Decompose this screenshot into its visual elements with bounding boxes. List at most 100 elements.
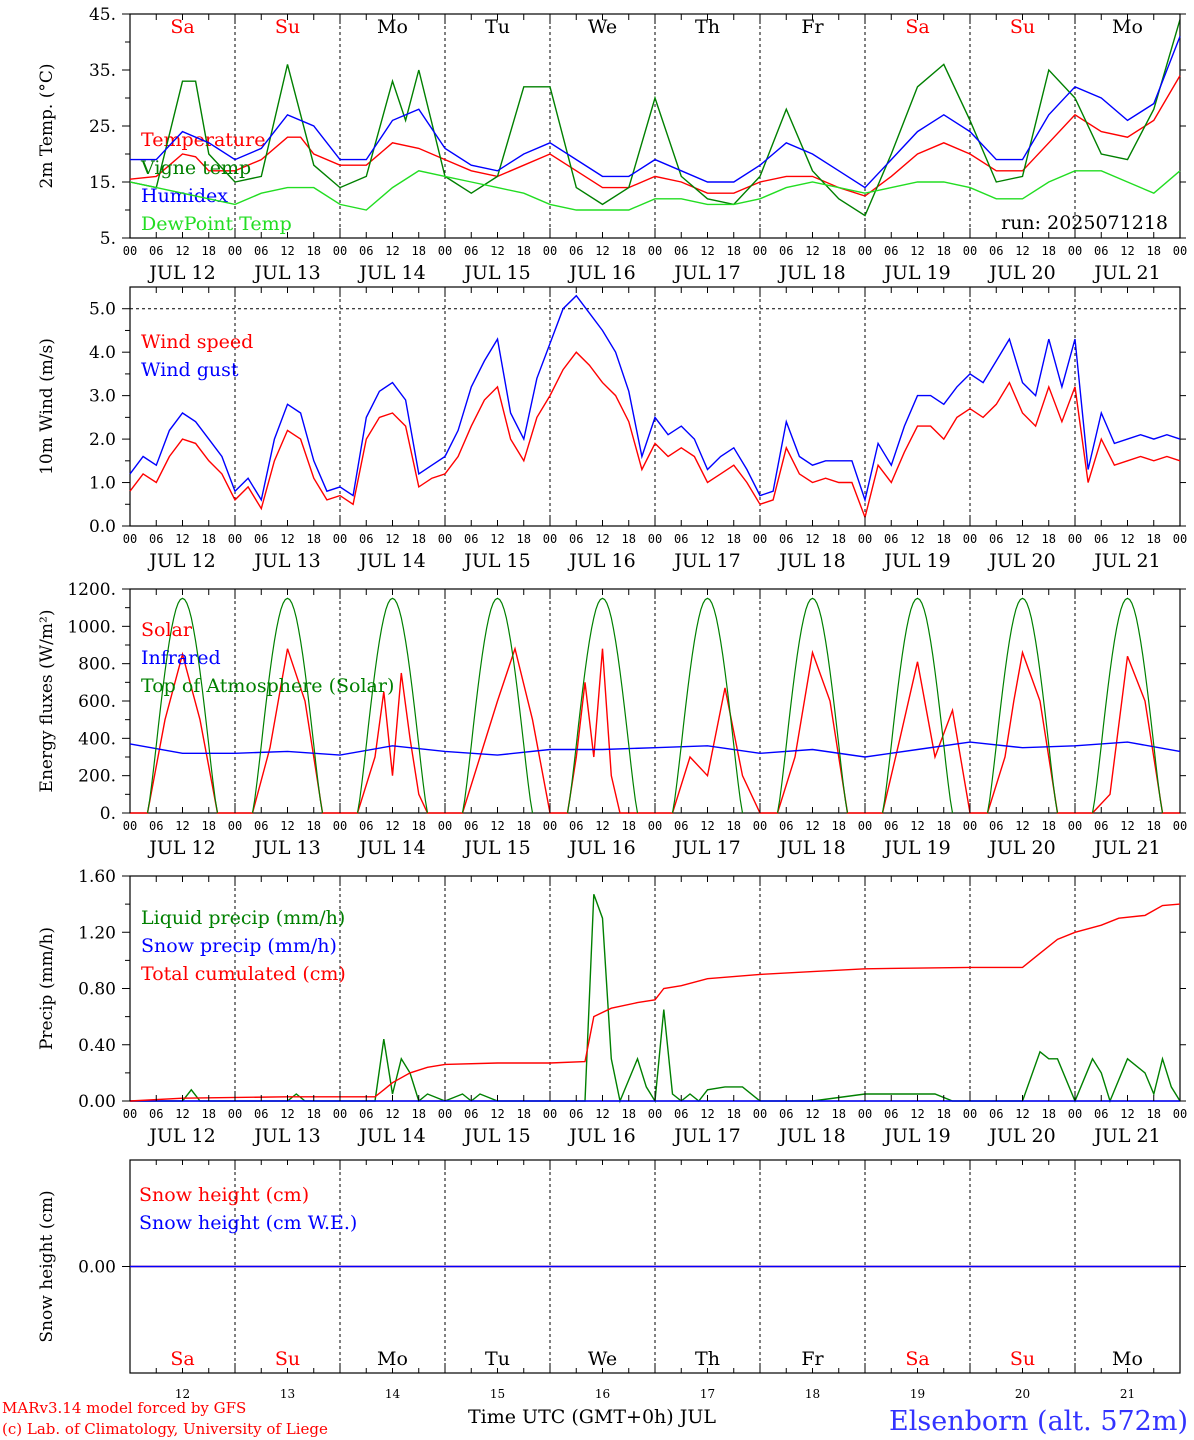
precip-y-tick-label: 0.80 <box>78 980 116 1000</box>
precip-hour-label: 00 <box>753 1107 767 1121</box>
wind-hour-label: 12 <box>910 532 924 546</box>
wind-series-blue <box>129 294 1181 503</box>
temp-y-tick-label: 5. <box>100 229 116 249</box>
precip-hour-label: 18 <box>517 1107 531 1121</box>
temp-hour-label: 18 <box>1042 244 1056 258</box>
wind-hour-label: 00 <box>123 532 137 546</box>
precip-hour-label: 06 <box>884 1107 898 1121</box>
precip-hour-label: 18 <box>727 1107 741 1121</box>
day-number-label: 20 <box>1015 1387 1030 1401</box>
energy-hour-label: 06 <box>779 819 793 833</box>
precip-hour-label: 18 <box>1042 1107 1056 1121</box>
wind-date-label: JUL 18 <box>777 550 845 572</box>
temp-date-label: JUL 21 <box>1092 262 1160 284</box>
weekday-label-bottom: Su <box>1010 1348 1035 1370</box>
wind-hour-label: 06 <box>989 532 1003 546</box>
energy-hour-label: 00 <box>123 819 137 833</box>
energy-hour-label: 06 <box>674 819 688 833</box>
wind-date-label: JUL 15 <box>462 550 530 572</box>
energy-hour-label: 18 <box>727 819 741 833</box>
snow-y-tick-label: 0.00 <box>78 1258 116 1278</box>
precip-hour-label: 18 <box>202 1107 216 1121</box>
temp-date-label: JUL 18 <box>777 262 845 284</box>
weekday-label-top: Sa <box>905 16 929 38</box>
precip-hour-label: 06 <box>254 1107 268 1121</box>
energy-hour-label: 00 <box>858 819 872 833</box>
temp-hour-label: 06 <box>254 244 268 258</box>
toa-solar-curve <box>251 597 324 814</box>
energy-hour-label: 00 <box>1068 819 1082 833</box>
energy-hour-label: 06 <box>569 819 583 833</box>
day-number-label: 17 <box>700 1387 715 1401</box>
toa-solar-curve <box>1091 597 1164 814</box>
wind-hour-label: 12 <box>175 532 189 546</box>
energy-date-label: JUL 18 <box>777 837 845 859</box>
precip-date-label: JUL 19 <box>882 1125 950 1147</box>
temp-hour-label: 18 <box>202 244 216 258</box>
energy-legend-entry: Solar <box>141 619 193 641</box>
energy-hour-label: 12 <box>385 819 399 833</box>
panels: 5.15.25.35.45.2m Temp. (°C) TemperatureVi… <box>37 5 1187 1401</box>
panel-temp: 5.15.25.35.45.2m Temp. (°C) TemperatureVi… <box>37 5 1187 284</box>
energy-hour-label: 12 <box>805 819 819 833</box>
energy-date-label: JUL 13 <box>252 837 320 859</box>
wind-hour-label: 12 <box>280 532 294 546</box>
temp-hour-label: 00 <box>333 244 347 258</box>
temp-hour-label: 00 <box>858 244 872 258</box>
precip-y-tick-label: 0.40 <box>78 1036 116 1056</box>
temp-hour-label: 12 <box>700 244 714 258</box>
temp-date-label: JUL 15 <box>462 262 530 284</box>
energy-hour-label: 00 <box>1173 819 1187 833</box>
wind-hour-label: 18 <box>412 532 426 546</box>
precip-date-label: JUL 15 <box>462 1125 530 1147</box>
weekday-label-top: Th <box>695 16 720 38</box>
temp-series-light_green <box>129 170 1181 211</box>
precip-y-tick-label: 0.00 <box>78 1092 116 1112</box>
panel-wind: 0.0 1.0 2.0 3.0 4.0 5.0 10m Wind (m/s) Wind spe… <box>37 286 1187 572</box>
wind-hour-label: 06 <box>254 532 268 546</box>
precip-hour-label: 06 <box>464 1107 478 1121</box>
precip-hour-label: 12 <box>1015 1107 1029 1121</box>
wind-hour-label: 06 <box>569 532 583 546</box>
wind-hour-label: 12 <box>1120 532 1134 546</box>
energy-date-label: JUL 15 <box>462 837 530 859</box>
wind-hour-label: 06 <box>149 532 163 546</box>
energy-date-label: JUL 17 <box>672 837 740 859</box>
wind-hour-label: 12 <box>490 532 504 546</box>
precip-date-label: JUL 14 <box>357 1125 425 1147</box>
day-number-label: 21 <box>1120 1387 1135 1401</box>
temp-hour-label: 12 <box>385 244 399 258</box>
energy-hour-label: 06 <box>359 819 373 833</box>
temp-hour-label: 18 <box>832 244 846 258</box>
precip-y-tick-label: 1.20 <box>78 923 116 943</box>
precip-hour-label: 00 <box>963 1107 977 1121</box>
wind-hour-label: 00 <box>438 532 452 546</box>
day-number-label: 15 <box>490 1387 505 1401</box>
energy-hour-label: 12 <box>595 819 609 833</box>
temp-date-label: JUL 20 <box>987 262 1055 284</box>
precip-legend-entry: Liquid precip (mm/h) <box>141 907 345 929</box>
energy-series-red <box>130 646 1180 814</box>
toa-solar-curve <box>671 597 744 814</box>
wind-frame <box>129 286 1181 527</box>
temp-hour-label: 06 <box>989 244 1003 258</box>
wind-y-axis-title: 10m Wind (m/s) <box>37 338 57 475</box>
energy-y-axis-title: Energy fluxes (W/m²) <box>37 610 57 793</box>
precip-hour-label: 18 <box>937 1107 951 1121</box>
temp-hour-label: 18 <box>937 244 951 258</box>
temp-hour-label: 06 <box>884 244 898 258</box>
day-number-label: 14 <box>385 1387 401 1401</box>
precip-hour-label: 00 <box>858 1107 872 1121</box>
wind-date-label: JUL 21 <box>1092 550 1160 572</box>
temp-hour-label: 12 <box>910 244 924 258</box>
temp-y-tick-label: 35. <box>89 61 116 81</box>
temp-hour-label: 06 <box>1094 244 1108 258</box>
energy-hour-label: 06 <box>254 819 268 833</box>
wind-y-tick-label: 3.0 <box>89 387 116 407</box>
precip-hour-label: 18 <box>832 1107 846 1121</box>
toa-solar-curve <box>356 597 429 814</box>
wind-hour-label: 12 <box>595 532 609 546</box>
precip-hour-label: 00 <box>333 1107 347 1121</box>
wind-hour-label: 06 <box>1094 532 1108 546</box>
temp-hour-label: 06 <box>149 244 163 258</box>
